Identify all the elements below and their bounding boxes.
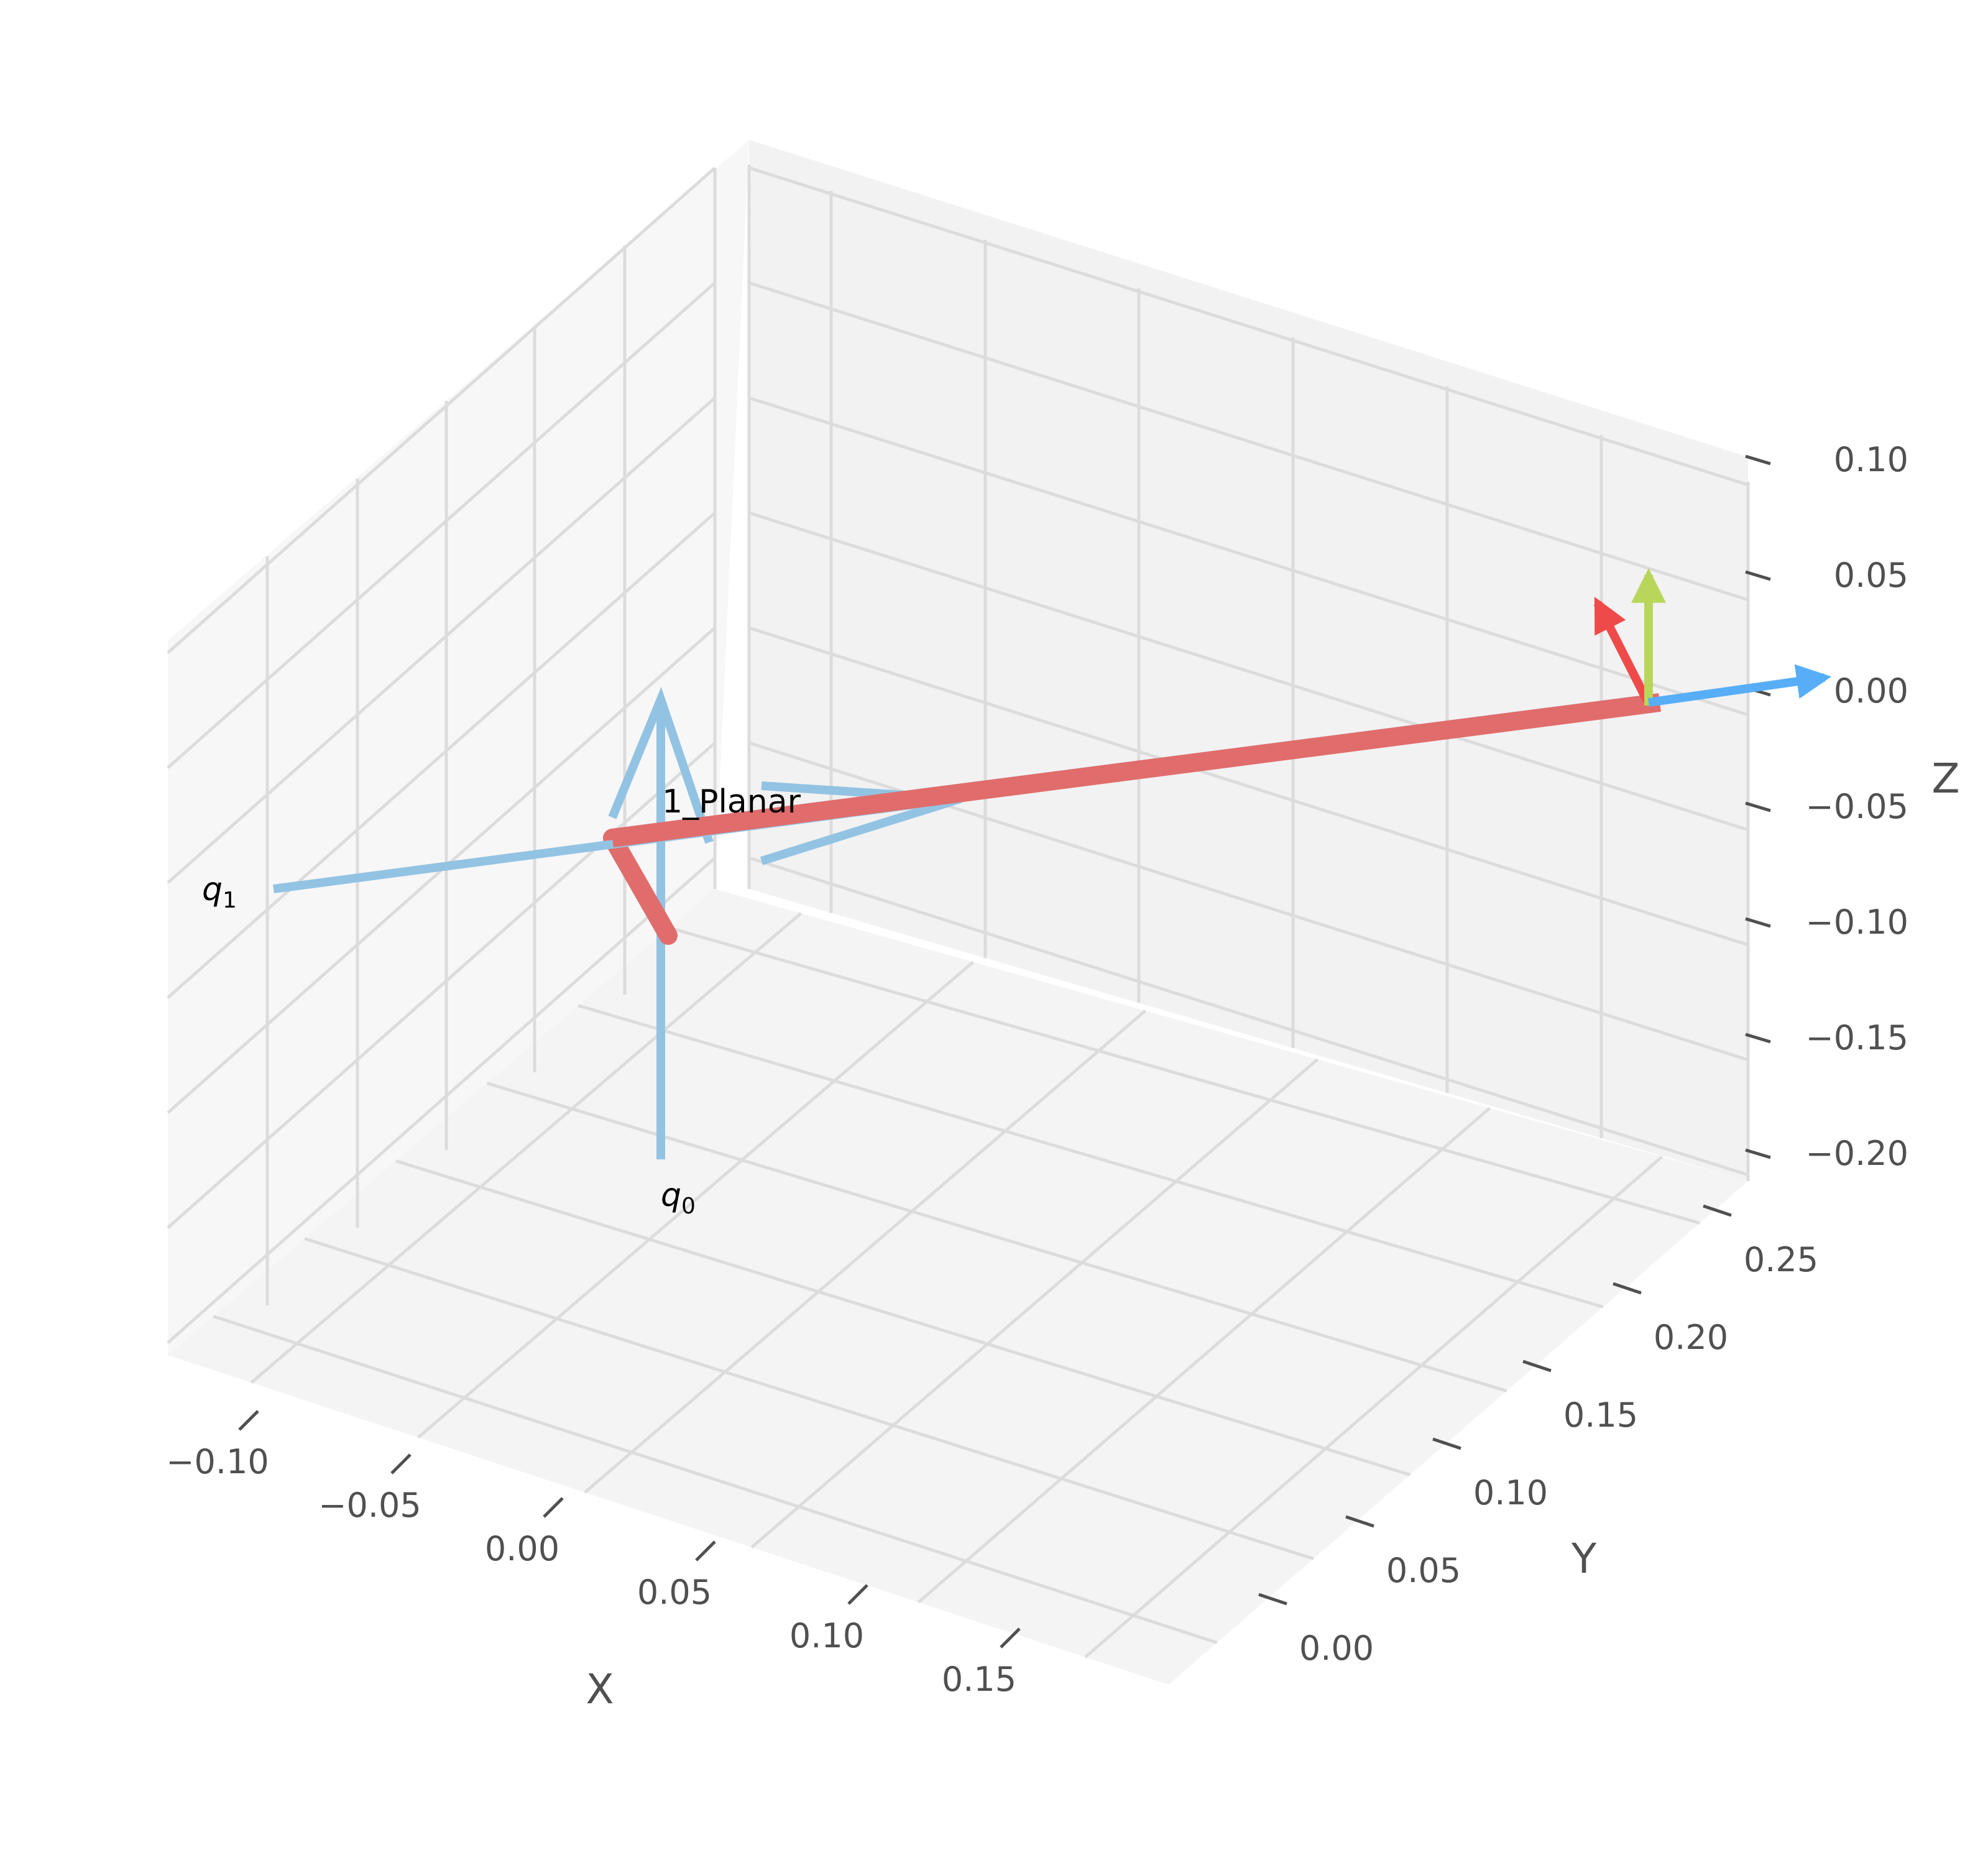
x-axis-ticks: −0.10 −0.05 0.00 0.05 0.10 0.15 (166, 1410, 1021, 1699)
z-tick-mark (1745, 454, 1771, 466)
y-tick-label: 0.20 (1654, 1318, 1728, 1357)
z-tick-label: −0.20 (1806, 1134, 1908, 1173)
z-axis-label: Z (1931, 755, 1959, 803)
x-tick-label: 0.05 (637, 1573, 712, 1612)
floor-grid-line-x (1084, 1155, 1664, 1659)
joint-1-label: q1 (202, 871, 237, 913)
floor-grid-line-y (668, 926, 1701, 1225)
x-tick-mark (543, 1497, 564, 1518)
left-grid-horizontal (167, 282, 716, 769)
left-grid-horizontal (167, 512, 716, 999)
floor-grid-line-y (578, 1004, 1604, 1309)
left-grid-horizontal (167, 397, 716, 884)
z-axis-ticks: 0.10 0.05 0.00 −0.05 −0.10 −0.15 −0.20 (1745, 440, 1908, 1173)
y-tick-mark (1703, 1204, 1732, 1217)
z-tick-label: −0.10 (1806, 903, 1908, 942)
z-tick-mark (1745, 570, 1771, 581)
floor-pane (168, 889, 1748, 1685)
left-pane-grid (167, 167, 717, 1344)
floor-grid-line-x (750, 1058, 1319, 1549)
x-tick-label: −0.10 (166, 1442, 269, 1481)
back-grid-horizontal (748, 511, 1749, 832)
floor-grid-line-y (395, 1159, 1411, 1476)
y-tick-label: 0.05 (1386, 1551, 1461, 1590)
z-tick-label: 0.10 (1834, 440, 1908, 479)
y-tick-label: 0.25 (1744, 1240, 1818, 1279)
y-axis-ticks: 0.00 0.05 0.10 0.15 0.20 0.25 (1258, 1204, 1818, 1668)
x-tick-label: 0.10 (789, 1616, 864, 1655)
back-grid-horizontal (748, 856, 1749, 1177)
z-tick-label: 0.05 (1834, 556, 1908, 595)
floor-grid-line-y (304, 1237, 1314, 1560)
left-pane (168, 140, 749, 1355)
left-grid-horizontal (167, 167, 716, 654)
floor-grid-line-x (917, 1107, 1491, 1604)
x-tick-mark (238, 1410, 259, 1431)
y-tick-mark (1258, 1593, 1287, 1606)
frame-y-arrow (1648, 664, 1832, 707)
x-tick-mark (1000, 1627, 1021, 1649)
frame-x-arrow (1593, 597, 1652, 704)
x-axis-label: X (586, 1665, 614, 1713)
robot-name-label: 1_Planar (662, 783, 801, 821)
floor-grid-line-x (250, 912, 803, 1384)
x-tick-mark (847, 1584, 868, 1605)
floor-grid-line-x (584, 1009, 1147, 1494)
z-tick-label: −0.15 (1806, 1018, 1908, 1057)
y-axis-label: Y (1571, 1535, 1597, 1583)
y-tick-mark (1522, 1360, 1552, 1373)
back-pane (749, 140, 1748, 1181)
y-tick-mark (1432, 1437, 1461, 1450)
z-tick-mark (1745, 917, 1771, 928)
back-grid-horizontal (748, 281, 1749, 602)
back-grid-horizontal (748, 396, 1749, 717)
z-tick-label: −0.05 (1806, 787, 1908, 826)
z-tick-label: 0.00 (1834, 671, 1908, 711)
left-grid-horizontal (167, 857, 716, 1344)
robot-link-0 (603, 829, 678, 945)
left-grid-horizontal (167, 742, 716, 1229)
x-tick-label: 0.15 (942, 1660, 1016, 1699)
y-tick-mark (1345, 1515, 1374, 1528)
y-tick-mark (1613, 1282, 1642, 1295)
x-tick-mark (390, 1453, 412, 1475)
z-tick-mark (1745, 1148, 1771, 1159)
back-grid-horizontal (748, 166, 1749, 487)
z-tick-mark (1745, 801, 1771, 812)
y-tick-label: 0.10 (1473, 1473, 1548, 1512)
robot-link-1 (611, 693, 1661, 847)
floor-grid-line-y (213, 1315, 1218, 1644)
joint-0-axis-head (608, 687, 714, 844)
y-tick-label: 0.15 (1563, 1396, 1638, 1435)
y-tick-label: 0.00 (1299, 1629, 1374, 1668)
x-tick-mark (695, 1540, 716, 1562)
x-tick-label: −0.05 (318, 1486, 421, 1525)
back-grid-horizontal (748, 626, 1749, 947)
joint-0-label: q0 (661, 1177, 696, 1219)
x-tick-label: 0.00 (485, 1529, 559, 1568)
floor-grid-line-x (416, 960, 975, 1439)
z-tick-mark (1745, 1033, 1771, 1044)
